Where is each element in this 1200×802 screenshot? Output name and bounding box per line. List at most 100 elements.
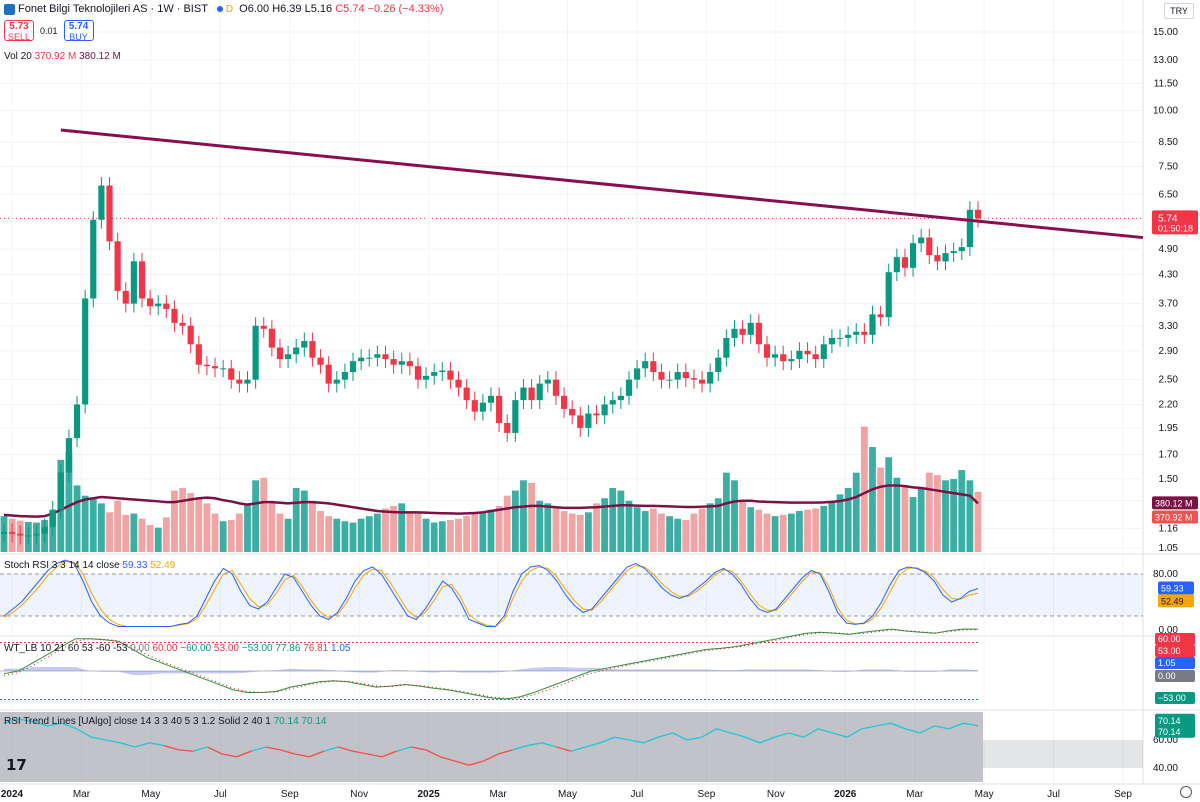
candle-body: [317, 357, 324, 365]
time-axis-label: 2024: [1, 789, 24, 800]
candles: [0, 176, 982, 545]
volume-bar: [641, 511, 649, 552]
time-axis-label: 2026: [834, 789, 857, 800]
rsi-segment: [61, 722, 77, 730]
candle-body: [82, 298, 89, 405]
sell-button[interactable]: 5.73 SELL: [4, 20, 34, 42]
volume-bar: [844, 488, 852, 552]
time-axis-label: 2025: [418, 789, 441, 800]
price-tag-value: 5.74: [1158, 213, 1178, 224]
candle-body: [447, 370, 454, 380]
rsi-axis-label: 60.00: [1153, 735, 1178, 746]
volume-bar: [227, 520, 235, 552]
volume-bar: [260, 477, 268, 552]
volume-bar: [731, 480, 738, 552]
rsi-segment: [599, 736, 615, 744]
volume-bar: [292, 488, 300, 552]
candle-body: [349, 361, 357, 373]
volume-bar: [934, 475, 941, 552]
candle-body: [487, 395, 495, 403]
candle-body: [926, 237, 933, 256]
rsi-segment: [425, 749, 441, 758]
wt-tag-bg: [1155, 657, 1195, 669]
volume-bar: [747, 507, 755, 552]
candle-body: [333, 379, 340, 384]
rsi-segment: [614, 736, 630, 741]
candle-body: [544, 379, 551, 384]
rsi-segment: [178, 749, 194, 752]
rsi-segment: [687, 736, 702, 741]
candle-body: [552, 379, 560, 396]
candle-body: [861, 331, 868, 335]
candle-body: [893, 257, 900, 273]
volume-bar: [812, 508, 820, 552]
volume-bar: [796, 511, 803, 552]
candle-body: [934, 255, 941, 262]
rsi-segment: [527, 742, 543, 747]
volume-bar: [893, 477, 901, 552]
time-axis-label: Mar: [489, 789, 507, 800]
delay-badge: D: [225, 3, 234, 15]
candle-body: [496, 395, 503, 423]
price-axis-label: 15.00: [1153, 27, 1178, 38]
candle-body: [950, 251, 957, 254]
rsi-segment: [236, 750, 252, 758]
volume-bar: [609, 488, 617, 552]
candle-body: [804, 350, 811, 355]
volume-bar: [357, 518, 365, 552]
candle-body: [422, 375, 430, 380]
candle-body: [707, 372, 714, 384]
volume-bar: [666, 516, 673, 552]
stoch-k-tag: 59.33: [1161, 583, 1184, 593]
rsi-segment: [759, 736, 775, 744]
open-value: O6.00: [239, 3, 270, 15]
rsi-segment: [454, 760, 470, 766]
volume-bar: [309, 503, 316, 552]
volume-bar: [852, 472, 860, 552]
candle-body: [390, 359, 397, 365]
rsi-segment: [410, 746, 426, 751]
candle-body: [9, 532, 16, 534]
volume-bar: [503, 495, 511, 552]
volume-bar: [325, 516, 333, 552]
rsi-segment: [498, 749, 514, 755]
rsi-segment: [294, 753, 310, 758]
volume-bar: [438, 521, 446, 552]
candle-body: [179, 322, 186, 326]
volume-bar: [674, 518, 682, 552]
tradingview-logo[interactable]: 17: [6, 756, 27, 774]
volume-bar: [333, 518, 341, 552]
candle-body: [617, 395, 624, 401]
volume-bar: [65, 452, 73, 552]
rsi-segment: [657, 732, 673, 738]
symbol-title[interactable]: Fonet Bilgi Teknolojileri AS · 1W · BIST: [18, 3, 208, 15]
candle-body: [780, 354, 787, 362]
volume-bar: [601, 498, 609, 552]
rsi-segment: [803, 728, 819, 738]
candle-body: [536, 383, 543, 401]
volume-bar: [211, 513, 219, 552]
candle-body: [625, 379, 633, 396]
currency-selector[interactable]: TRY: [1164, 3, 1194, 19]
candle-body: [244, 379, 251, 384]
buy-button[interactable]: 5.74 BUY: [63, 20, 94, 42]
settings-gear-icon[interactable]: [1180, 786, 1192, 798]
candle-body: [642, 361, 649, 369]
price-axis-label: 1.95: [1159, 423, 1179, 434]
candle-body: [585, 413, 592, 428]
rsi-trend-legend[interactable]: RSI Trend Lines [UAlgo] close 14 3 3 40 …: [4, 716, 326, 727]
volume-bar: [203, 503, 211, 552]
stoch-rsi-legend[interactable]: Stoch RSI 3 3 14 14 close 59.33 52.49: [4, 560, 175, 571]
candle-body: [966, 209, 973, 248]
candle-body: [755, 322, 762, 345]
price-axis-label: 1.05: [1159, 543, 1179, 554]
rsi-segment: [643, 736, 659, 744]
wt-legend[interactable]: WT_LB 10 21 60 53 -60 -53 0.00 60.00 −60…: [4, 643, 350, 654]
rsi-segment: [381, 750, 397, 758]
volume-tag: 370.92 M: [1155, 513, 1193, 523]
wt1-line: [3, 628, 979, 700]
rsi-segment: [817, 728, 833, 734]
candle-body: [147, 298, 154, 307]
volume-bar: [146, 525, 154, 552]
